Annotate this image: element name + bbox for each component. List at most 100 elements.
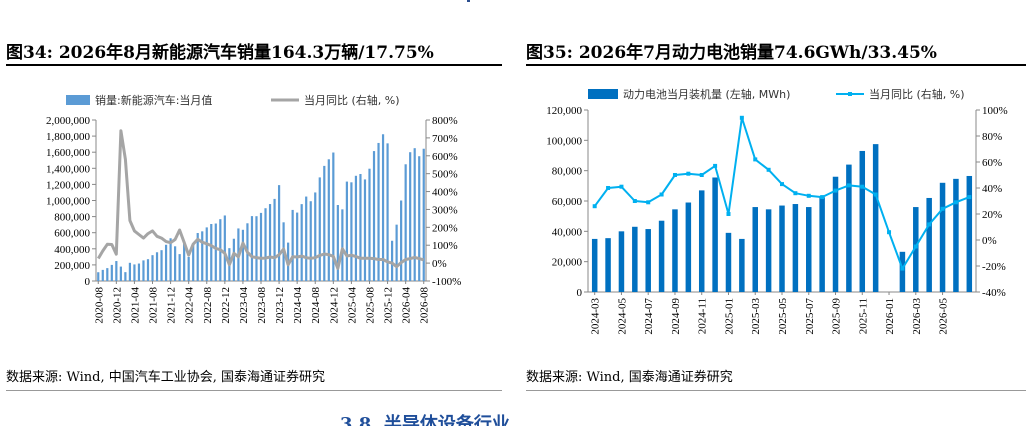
x-tick-label: 2020-08: [93, 287, 105, 324]
x-tick-label: 2024-09: [670, 298, 682, 335]
right-tick-label: 20%: [982, 209, 1002, 221]
line-point: [726, 212, 731, 216]
bar: [110, 264, 113, 281]
bar: [390, 240, 394, 281]
x-tick-label: 2024-04: [292, 287, 304, 324]
bar: [268, 204, 272, 281]
x-tick-label: 2025-08: [364, 287, 376, 324]
bar: [178, 254, 181, 281]
x-tick-label: 2021-04: [129, 287, 141, 324]
x-tick-label: 2026-05: [938, 298, 950, 335]
x-tick-label: 2026-03: [911, 298, 923, 335]
bar: [765, 209, 772, 292]
line-point: [606, 186, 611, 190]
bar: [605, 238, 611, 292]
left-tick-label: 1,000,000: [46, 196, 91, 208]
bar: [395, 224, 398, 281]
right-tick-label: 300%: [432, 204, 458, 216]
bar: [400, 200, 403, 281]
x-tick-label: 2024-11: [697, 298, 709, 334]
bar: [160, 250, 163, 281]
bar: [752, 207, 758, 292]
line-point: [659, 192, 664, 197]
line-point: [806, 193, 811, 198]
left-tick-label: 400,000: [54, 244, 90, 256]
x-tick-label: 2025-05: [777, 298, 789, 335]
left-tick-label: 0: [85, 276, 91, 288]
line-point: [713, 163, 718, 168]
line-point: [646, 200, 651, 205]
bar: [354, 175, 358, 281]
line-point: [833, 188, 838, 193]
bar: [210, 224, 213, 281]
bar: [739, 238, 745, 292]
right-tick-label: 60%: [982, 157, 1002, 169]
bar: [377, 142, 380, 281]
line-point: [873, 192, 878, 197]
line-point: [846, 183, 851, 188]
right-source-rule: [526, 390, 1026, 391]
series-line: [97, 129, 425, 270]
line-point: [967, 195, 972, 200]
bar: [725, 232, 732, 292]
line-point: [672, 173, 677, 177]
line-point: [860, 184, 865, 189]
line-point: [766, 167, 771, 172]
right-tick-label: -40%: [982, 287, 1006, 299]
bar: [779, 205, 785, 292]
left-title-rule: [6, 64, 502, 66]
line-point: [940, 206, 945, 211]
bar: [418, 156, 421, 281]
bar: [97, 272, 100, 281]
bar: [966, 175, 973, 292]
line-point: [632, 199, 637, 203]
bar: [300, 204, 303, 281]
bar: [632, 226, 638, 292]
left-tick-label: 1,400,000: [46, 163, 91, 175]
bar: [336, 205, 339, 281]
x-tick-label: 2024-07: [643, 298, 655, 335]
line-point: [619, 184, 624, 189]
bar: [926, 197, 932, 292]
bar: [872, 144, 879, 292]
legend-bar-swatch: [66, 95, 90, 105]
bar: [712, 177, 718, 292]
left-tick-label: 120,000: [546, 105, 582, 117]
bar: [273, 198, 276, 281]
x-tick-label: 2021-12: [166, 287, 178, 324]
bar: [618, 231, 625, 292]
x-tick-label: 2025-01: [723, 298, 735, 335]
line-point: [953, 200, 958, 205]
bar: [291, 209, 294, 281]
left-tick-label: 40,000: [552, 226, 583, 238]
bar: [422, 148, 425, 281]
bar: [913, 207, 919, 292]
bar: [277, 185, 281, 281]
x-tick-label: 2025-11: [857, 298, 869, 334]
x-tick-label: 2021-08: [148, 287, 160, 324]
bar: [124, 272, 127, 281]
x-tick-label: 2023-08: [256, 287, 268, 324]
left-tick-label: 800,000: [54, 212, 90, 224]
bar: [368, 168, 371, 281]
left-source-rule: [6, 390, 502, 391]
bar: [106, 268, 109, 281]
bar: [327, 159, 330, 281]
right-tick-label: 600%: [432, 151, 458, 163]
right-tick-label: 100%: [982, 105, 1008, 117]
x-tick-label: 2025-07: [804, 298, 816, 335]
x-tick-label: 2026-01: [884, 298, 896, 335]
bar: [128, 262, 132, 281]
bar: [323, 165, 326, 281]
bar: [255, 216, 258, 281]
bar: [350, 182, 353, 281]
right-tick-label: 500%: [432, 169, 458, 181]
bar: [133, 264, 136, 281]
bar: [232, 238, 235, 281]
right-tick-label: 400%: [432, 187, 458, 199]
line-point: [820, 195, 825, 200]
x-tick-label: 2024-03: [590, 298, 602, 335]
line-point: [739, 115, 744, 120]
right-tick-label: -20%: [982, 261, 1006, 273]
bar: [192, 245, 195, 281]
